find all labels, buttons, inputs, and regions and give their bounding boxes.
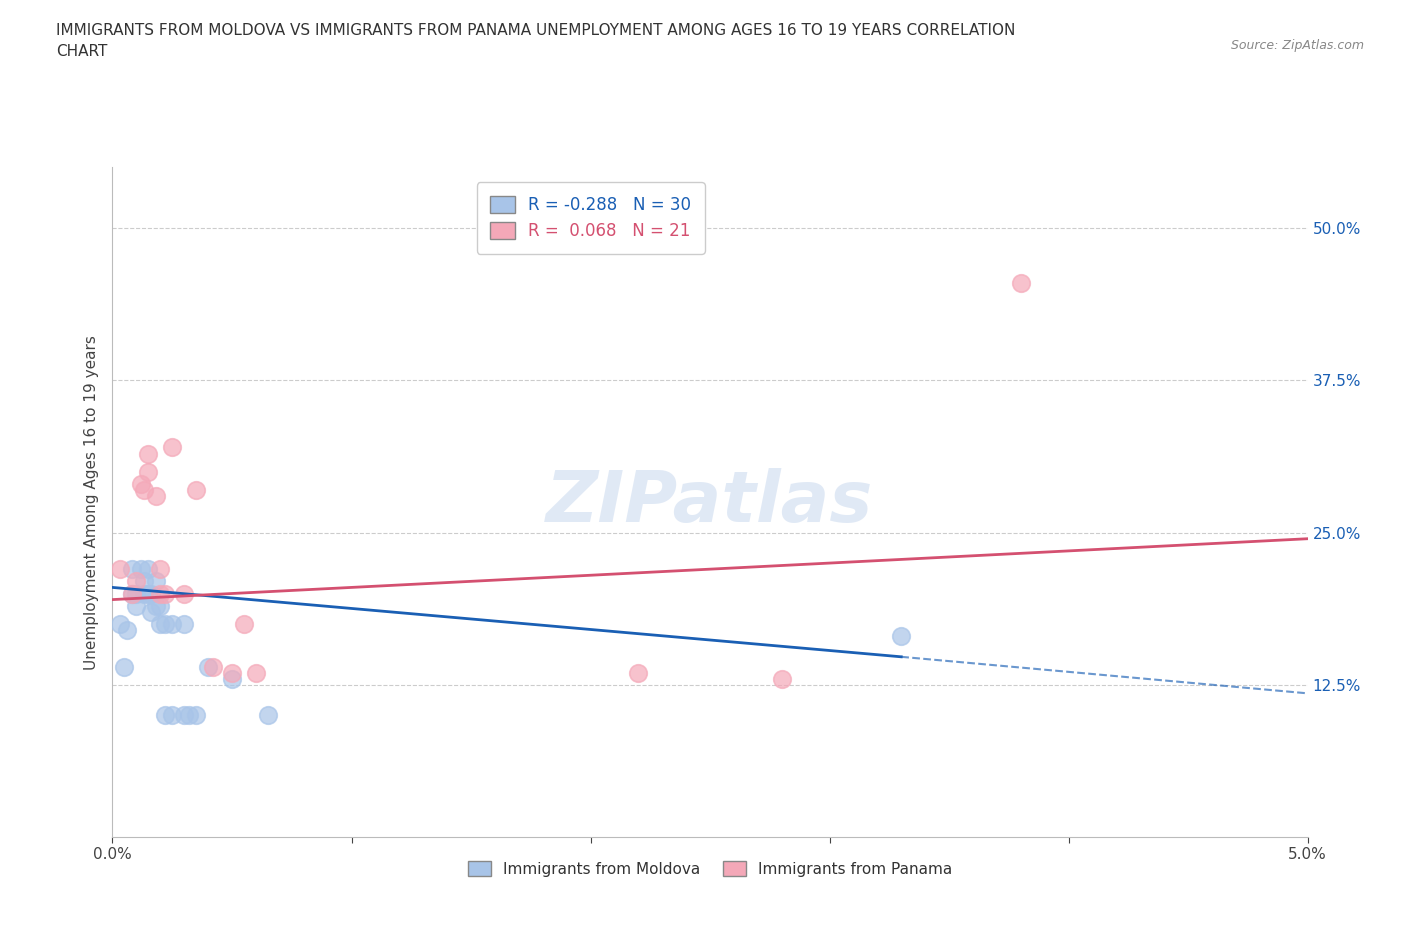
Point xyxy=(145,598,167,613)
Point xyxy=(108,562,131,577)
Point xyxy=(173,617,195,631)
Point xyxy=(233,617,256,631)
Point xyxy=(132,586,155,601)
Point xyxy=(627,665,650,680)
Point xyxy=(132,483,155,498)
Point xyxy=(186,483,208,498)
Point xyxy=(149,617,172,631)
Point xyxy=(186,708,208,723)
Point xyxy=(138,586,160,601)
Point xyxy=(770,671,793,686)
Point xyxy=(201,659,224,674)
Point xyxy=(162,708,183,723)
Point xyxy=(221,671,243,686)
Point xyxy=(173,708,195,723)
Point xyxy=(125,586,148,601)
Point xyxy=(129,562,152,577)
Point xyxy=(121,586,143,601)
Point xyxy=(121,562,143,577)
Point xyxy=(139,586,162,601)
Point xyxy=(125,574,148,589)
Point xyxy=(132,574,155,589)
Point xyxy=(114,659,135,674)
Point xyxy=(149,586,172,601)
Point xyxy=(145,488,167,503)
Point xyxy=(162,617,183,631)
Point xyxy=(149,598,172,613)
Point xyxy=(890,629,912,644)
Legend: Immigrants from Moldova, Immigrants from Panama: Immigrants from Moldova, Immigrants from… xyxy=(461,855,959,883)
Point xyxy=(221,665,243,680)
Point xyxy=(1010,275,1032,290)
Point xyxy=(138,446,160,461)
Point xyxy=(153,617,176,631)
Point xyxy=(173,586,195,601)
Y-axis label: Unemployment Among Ages 16 to 19 years: Unemployment Among Ages 16 to 19 years xyxy=(83,335,98,670)
Point xyxy=(162,440,183,455)
Point xyxy=(149,562,172,577)
Point xyxy=(125,598,148,613)
Point xyxy=(245,665,267,680)
Point xyxy=(138,562,160,577)
Point xyxy=(257,708,280,723)
Point xyxy=(108,617,131,631)
Point xyxy=(177,708,200,723)
Point xyxy=(153,586,176,601)
Point xyxy=(121,586,143,601)
Text: Source: ZipAtlas.com: Source: ZipAtlas.com xyxy=(1230,39,1364,52)
Point xyxy=(145,574,167,589)
Point xyxy=(197,659,219,674)
Point xyxy=(129,476,152,491)
Point xyxy=(138,464,160,479)
Point xyxy=(115,622,138,637)
Text: ZIPatlas: ZIPatlas xyxy=(547,468,873,537)
Point xyxy=(139,604,162,619)
Text: IMMIGRANTS FROM MOLDOVA VS IMMIGRANTS FROM PANAMA UNEMPLOYMENT AMONG AGES 16 TO : IMMIGRANTS FROM MOLDOVA VS IMMIGRANTS FR… xyxy=(56,23,1015,60)
Point xyxy=(153,708,176,723)
